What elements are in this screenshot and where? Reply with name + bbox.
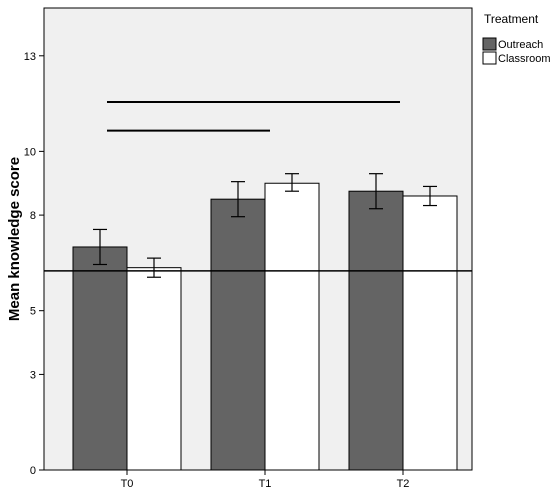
y-tick-label: 8 bbox=[30, 210, 36, 222]
bar-outreach-t1 bbox=[210, 198, 266, 471]
x-tick-label-t2: T2 bbox=[397, 478, 410, 490]
errorbars-layer bbox=[93, 173, 437, 278]
bar-classroom-t2 bbox=[402, 195, 458, 471]
y-tick-label: 0 bbox=[30, 465, 36, 477]
y-axis: 0 3 5 8 10 13 bbox=[24, 51, 44, 477]
errorbar-outreach-t0 bbox=[93, 228, 107, 266]
bar-classroom-t1 bbox=[264, 182, 320, 471]
y-tick-label: 3 bbox=[30, 369, 36, 381]
errorbar-classroom-t1 bbox=[285, 173, 299, 192]
legend-title: Treatment bbox=[484, 12, 539, 26]
errorbar-outreach-t1 bbox=[231, 181, 245, 218]
errorbar-outreach-t2 bbox=[369, 173, 383, 210]
x-tick-label-t0: T0 bbox=[121, 478, 134, 490]
errorbar-classroom-t2 bbox=[423, 185, 437, 207]
x-tick-label-t1: T1 bbox=[259, 478, 272, 490]
y-tick-label: 10 bbox=[24, 146, 36, 158]
bars-layer bbox=[72, 182, 458, 471]
y-tick-label: 13 bbox=[24, 51, 36, 63]
x-axis: T0 T1 T2 bbox=[121, 470, 410, 490]
bar-outreach-t0 bbox=[72, 246, 128, 471]
legend-label-classroom: Classroom bbox=[498, 53, 550, 65]
errorbar-classroom-t0 bbox=[147, 257, 161, 278]
y-tick-label: 5 bbox=[30, 306, 36, 318]
legend: Treatment Outreach Classroom bbox=[482, 12, 550, 65]
y-axis-title: Mean knowledge score bbox=[6, 157, 23, 321]
legend-label-outreach: Outreach bbox=[498, 39, 543, 51]
legend-swatch-classroom bbox=[482, 51, 497, 65]
legend-swatch-outreach bbox=[482, 37, 497, 51]
bar-outreach-t2 bbox=[348, 190, 404, 471]
significance-brackets bbox=[107, 100, 400, 132]
bar-classroom-t0 bbox=[126, 267, 182, 471]
